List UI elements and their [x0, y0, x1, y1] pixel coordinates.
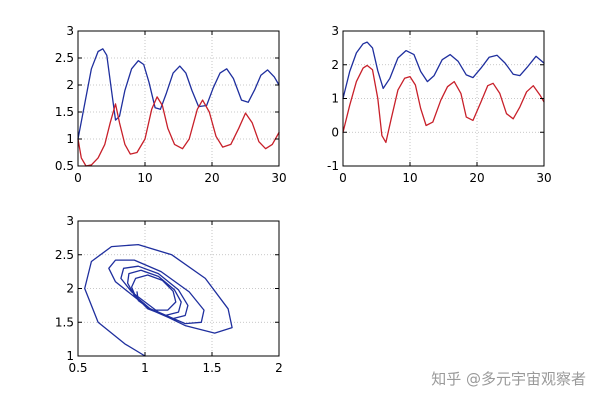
- x-tick-label: 10: [402, 171, 417, 185]
- y-tick-label: 1.5: [55, 105, 74, 119]
- y-tick-label: 2: [331, 58, 339, 72]
- series-line-1: [342, 41, 545, 100]
- y-tick-label: 2: [66, 78, 74, 92]
- x-tick-label: 20: [469, 171, 484, 185]
- y-tick-label: -1: [327, 159, 339, 173]
- plot-1: 0 10 20 30 0.5 1 1.5 2 2.5 3: [55, 24, 287, 185]
- y-tick-label: 1: [66, 132, 74, 146]
- plot-frame: [77, 30, 280, 167]
- series-line-1: [77, 48, 280, 140]
- x-tick-label: 1.5: [202, 361, 221, 375]
- x-tick-label: 1: [141, 361, 149, 375]
- series-line-2: [342, 64, 545, 144]
- x-tick-label: 0: [74, 171, 82, 185]
- x-tick-label: 30: [271, 171, 286, 185]
- watermark-text: 知乎 @多元宇宙观察者: [431, 370, 586, 388]
- plot-3: 0.5 1 1.5 211.522.53: [55, 214, 283, 375]
- y-tick-label: 0: [331, 125, 339, 139]
- y-tick-label: 3: [66, 24, 74, 38]
- y-tick-label: 2.5: [55, 248, 74, 262]
- y-tick-label: 3: [331, 24, 339, 38]
- x-tick-label: 0.5: [68, 361, 87, 375]
- x-tick-label: 0: [339, 171, 347, 185]
- x-tick-label: 10: [137, 171, 152, 185]
- y-tick-label: 2.5: [55, 51, 74, 65]
- y-tick-label: 1: [331, 92, 339, 106]
- x-tick-label: 30: [536, 171, 551, 185]
- y-tick-label: 1.5: [55, 315, 74, 329]
- y-tick-label: 0.5: [55, 159, 74, 173]
- series-line-2: [77, 96, 280, 167]
- x-tick-label: 2: [275, 361, 283, 375]
- series-line-1: [84, 243, 233, 357]
- x-tick-label: 20: [204, 171, 219, 185]
- plot-background: [78, 31, 279, 166]
- y-tick-label: 1: [66, 349, 74, 363]
- y-tick-label: 3: [66, 214, 74, 228]
- y-tick-label: 2: [66, 282, 74, 296]
